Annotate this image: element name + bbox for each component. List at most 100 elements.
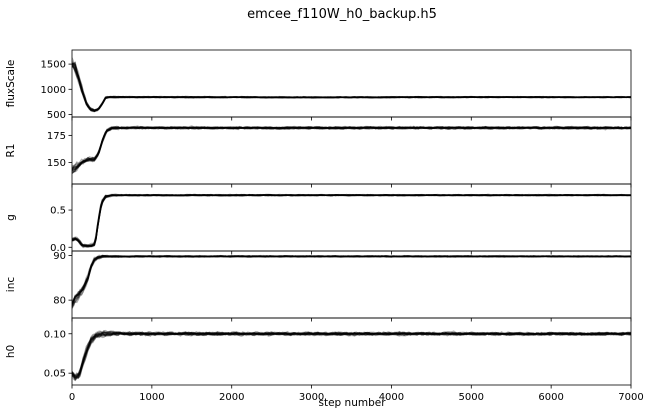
walker-trace [72,125,631,172]
walker-trace [72,61,631,113]
walker-trace [72,125,631,171]
axes-frame [71,317,632,386]
x-tick-label: 6000 [538,392,563,403]
walker-trace [72,331,631,378]
walker-trace [72,125,631,169]
walker-trace [72,193,631,247]
walker-trace [72,193,631,248]
walker-trace [72,125,631,169]
walker-trace [72,62,631,113]
walker-trace [72,125,631,171]
y-tick-label: 80 [53,296,66,307]
panel-inc: 80 90 inc [5,250,632,322]
x-tick-label: 1000 [139,392,164,403]
x-tick-label: 3000 [299,392,324,403]
x-tick-label: 7000 [618,392,643,403]
y-tick-label: 0.10 [44,329,66,340]
walker-trace [72,125,631,170]
walker-trace [72,331,631,378]
walker-trace [72,254,631,305]
y-tick-label: 1500 [41,60,66,71]
figure-title: emcee_f110W_h0_backup.h5 [247,7,437,22]
walker-trace [72,193,631,247]
walker-trace [72,125,631,172]
walker-trace [72,125,631,173]
walker-trace [72,125,631,170]
walker-trace [72,254,631,305]
panel-h0: 0.05 0.10 0 1000 2000 3000 4000 5000 6000 7000 h0 [5,317,644,403]
walker-trace [72,62,631,112]
walker-trace [72,331,631,379]
walker-trace [72,254,631,303]
walker-trace [72,329,631,377]
walker-trace [72,193,631,247]
walker-trace [72,125,631,172]
y-axis-label: h0 [5,345,17,358]
walker-trace [72,125,631,174]
walker-trace [72,255,631,309]
walker-trace [72,254,631,303]
walker-trace [72,255,631,306]
walker-traces-fluxScale [72,57,631,113]
walker-trace [72,65,631,112]
walker-trace [72,193,631,248]
walker-traces-inc [72,254,631,309]
walker-traces-h0 [72,329,631,382]
walker-trace [72,330,631,377]
walker-trace [72,62,631,111]
walker-trace [72,193,631,248]
y-axis-label: g [5,214,17,221]
trace-panels: 500 1000 1500 fluxScale 150 175 R1 0.0 0.5 g 80 90 i… [5,49,644,403]
walker-trace [72,331,631,379]
walker-trace [72,255,631,307]
x-tick-label: 4000 [379,392,404,403]
x-axis-label: step number [318,397,386,409]
walker-trace [72,64,631,112]
walker-trace [72,331,631,381]
walker-trace [72,125,631,171]
walker-trace [72,66,631,112]
walker-trace [72,62,631,111]
y-tick-label: 175 [47,131,66,142]
walker-trace [72,193,631,248]
walker-trace [72,254,631,303]
walker-trace [72,331,631,378]
panel-fluxScale: 500 1000 1500 fluxScale [5,49,632,121]
walker-trace [72,64,631,112]
walker-trace [72,193,631,248]
walker-trace [72,193,631,248]
y-tick-label: 0.5 [50,206,66,217]
walker-trace [72,255,631,307]
walker-trace [72,254,631,306]
panel-R1: 150 175 R1 [5,116,632,188]
y-axis-label: R1 [5,144,17,158]
walker-trace [72,193,631,247]
walker-trace [72,331,631,380]
walker-trace [72,254,631,308]
panel-g: 0.0 0.5 g [5,183,632,255]
axes-frame [71,49,632,118]
walker-trace [72,193,631,247]
walker-trace [72,254,631,305]
x-tick-label: 0 [69,392,75,403]
walker-trace [72,193,631,248]
walker-trace [72,60,631,112]
walker-trace [72,254,631,304]
walker-trace [72,62,631,112]
walker-trace [72,125,631,174]
walker-trace [72,255,631,309]
y-axis-label: fluxScale [5,60,17,108]
walker-trace [72,193,631,247]
walker-trace [72,63,631,111]
y-tick-label: 0.0 [50,243,66,254]
walker-trace [72,331,631,382]
walker-trace [72,62,631,113]
walker-trace [72,254,631,305]
walker-trace [72,255,631,306]
walker-trace [72,62,631,112]
x-tick-label: 5000 [459,392,484,403]
walker-trace [72,330,631,379]
axes-frame [71,250,632,319]
walker-trace [72,61,631,112]
